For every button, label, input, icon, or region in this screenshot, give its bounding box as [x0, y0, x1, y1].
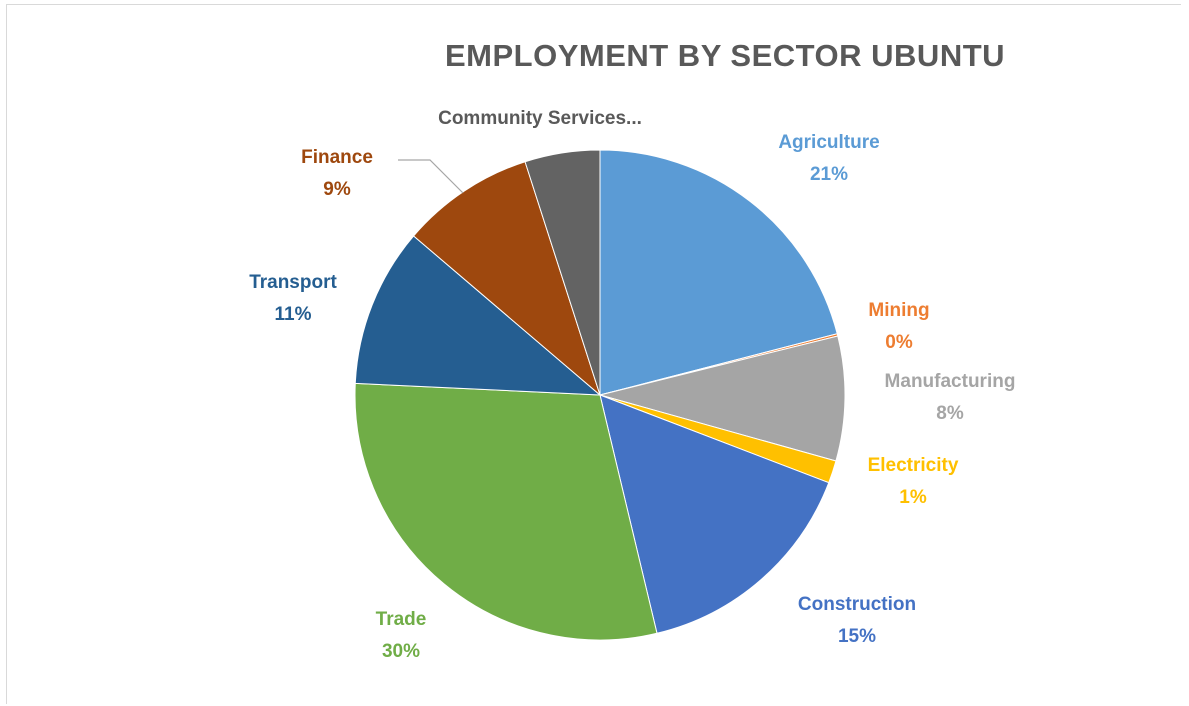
slice-label-percent: 11%	[275, 304, 312, 325]
slice-label-category: Manufacturing	[885, 371, 1016, 392]
leader-lines	[398, 159, 464, 194]
leader-line-finance	[398, 159, 464, 194]
chart-area	[6, 4, 1181, 704]
slice-label-percent: 9%	[323, 179, 351, 200]
chart-title: EMPLOYMENT BY SECTOR UBUNTU	[444, 38, 1006, 73]
pie-slice-transport	[354, 235, 602, 396]
slice-label-percent: 15%	[838, 626, 876, 647]
slice-label-percent: 0%	[885, 332, 913, 353]
slice-label-percent: 8%	[936, 403, 964, 424]
slice-label-category: Transport	[249, 272, 337, 293]
slice-label-percent: 30%	[382, 641, 420, 662]
pie-slice-agriculture	[599, 149, 838, 396]
pie-slice-community-services	[524, 149, 601, 396]
slice-label-category: Trade	[376, 609, 427, 630]
data-labels: Agriculture 21% Mining 0% Manufacturing 8% Ele…	[249, 108, 1015, 662]
pie-slice-finance	[412, 161, 602, 397]
slice-label-category: Agriculture	[778, 132, 879, 153]
slice-label-category: Mining	[868, 300, 929, 321]
pie-slice-trade	[354, 382, 658, 641]
slice-label-category: Finance	[301, 147, 373, 168]
pie-slice-manufacturing	[598, 335, 846, 462]
slice-label-category: Electricity	[868, 455, 959, 476]
slice-label-category: Community Services...	[438, 108, 642, 129]
slice-label-category: Construction	[798, 594, 916, 615]
slice-label-percent: 1%	[899, 487, 927, 508]
slice-label-percent: 21%	[810, 164, 848, 185]
pie-slice-construction	[599, 394, 830, 634]
pie-slices	[354, 149, 846, 641]
